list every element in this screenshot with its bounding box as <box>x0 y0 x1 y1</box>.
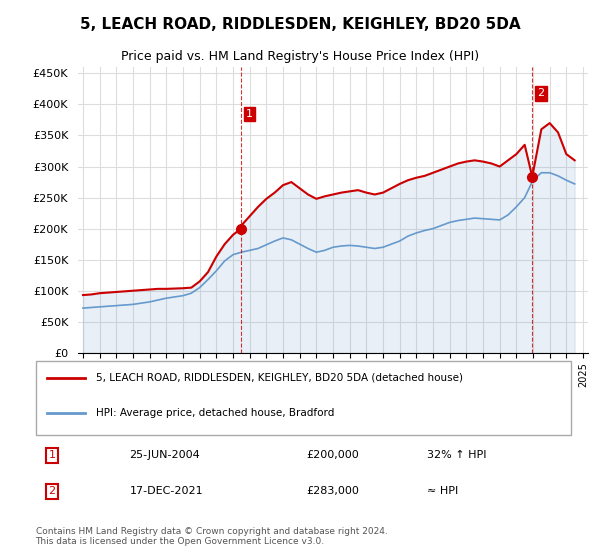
FancyBboxPatch shape <box>35 361 571 435</box>
Text: 25-JUN-2004: 25-JUN-2004 <box>130 450 200 460</box>
Text: 2: 2 <box>538 88 544 99</box>
Text: ≈ HPI: ≈ HPI <box>427 487 458 496</box>
Text: £200,000: £200,000 <box>306 450 359 460</box>
Text: 1: 1 <box>246 109 253 119</box>
Text: 1: 1 <box>49 450 56 460</box>
Text: 5, LEACH ROAD, RIDDLESDEN, KEIGHLEY, BD20 5DA (detached house): 5, LEACH ROAD, RIDDLESDEN, KEIGHLEY, BD2… <box>96 373 463 383</box>
Text: 32% ↑ HPI: 32% ↑ HPI <box>427 450 487 460</box>
Text: £283,000: £283,000 <box>306 487 359 496</box>
Text: Price paid vs. HM Land Registry's House Price Index (HPI): Price paid vs. HM Land Registry's House … <box>121 50 479 63</box>
Text: HPI: Average price, detached house, Bradford: HPI: Average price, detached house, Brad… <box>96 408 335 418</box>
Text: Contains HM Land Registry data © Crown copyright and database right 2024.
This d: Contains HM Land Registry data © Crown c… <box>35 526 387 546</box>
Text: 2: 2 <box>49 487 56 496</box>
Text: 5, LEACH ROAD, RIDDLESDEN, KEIGHLEY, BD20 5DA: 5, LEACH ROAD, RIDDLESDEN, KEIGHLEY, BD2… <box>80 17 520 32</box>
Text: 17-DEC-2021: 17-DEC-2021 <box>130 487 203 496</box>
